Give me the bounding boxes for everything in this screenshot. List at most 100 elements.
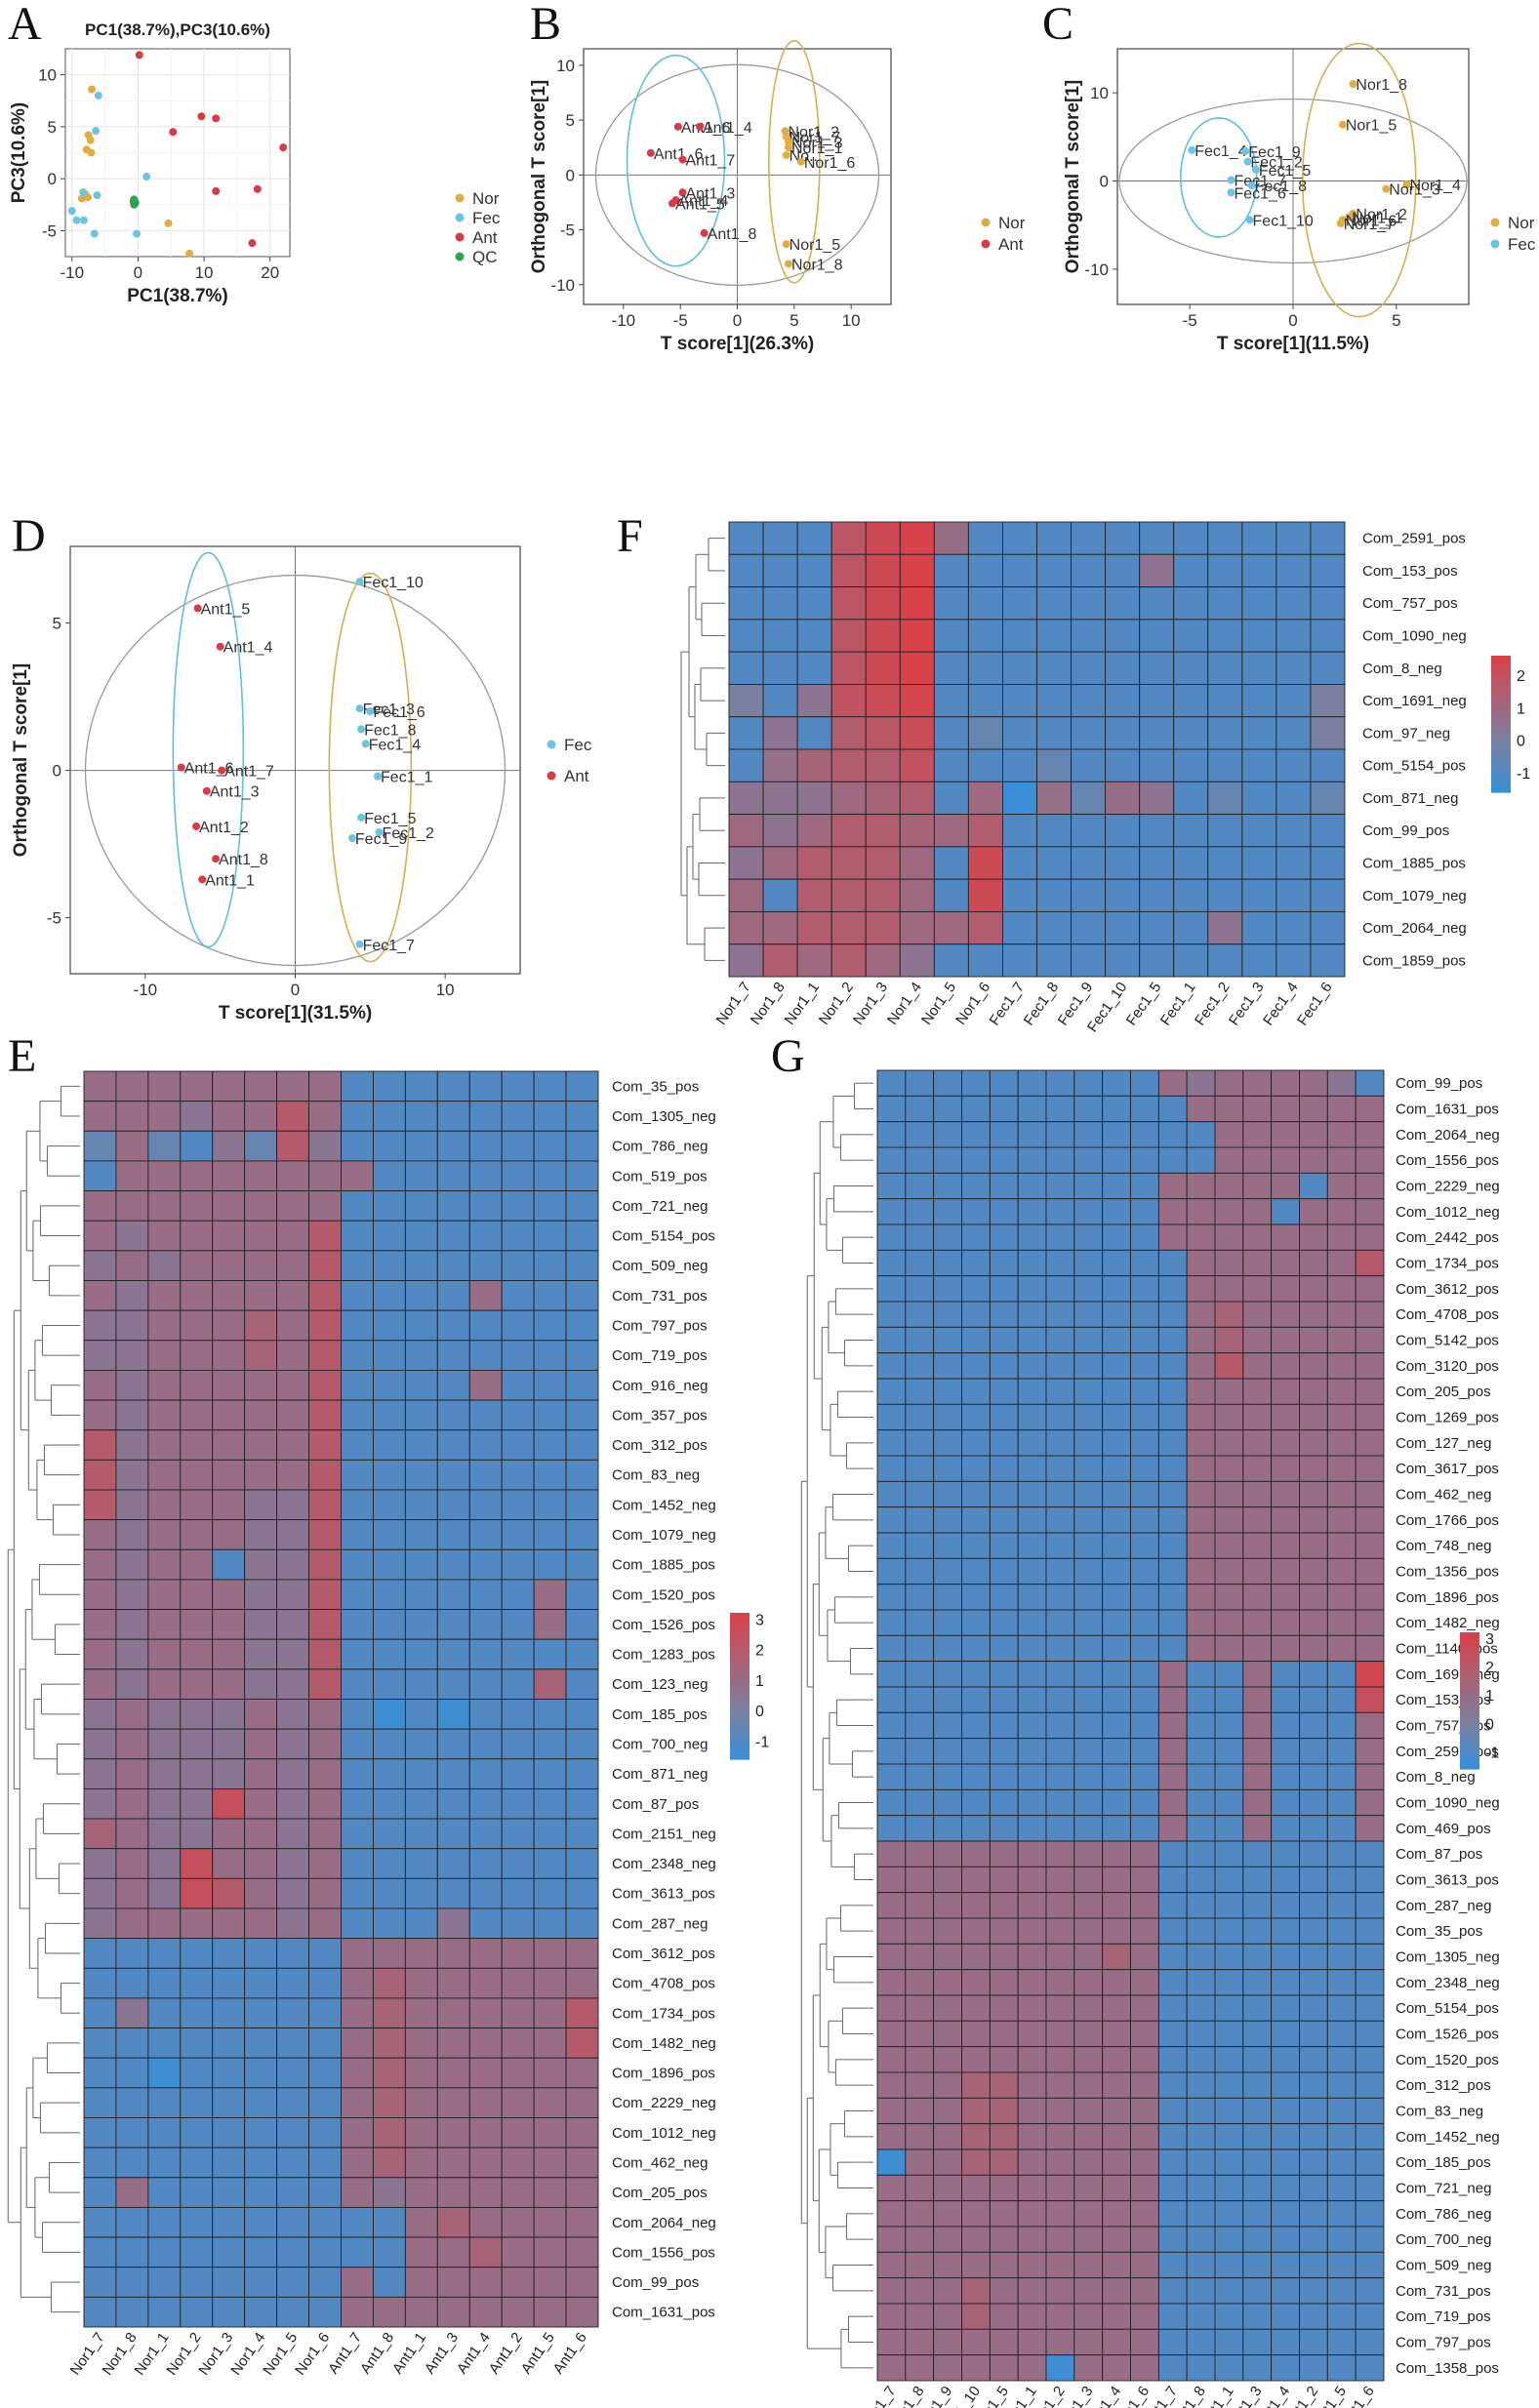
heat-cell [180, 2177, 214, 2208]
heat-cell [308, 2117, 342, 2148]
heat-cell [212, 1938, 246, 1969]
heat-cell [372, 1758, 406, 1789]
heat-cell [244, 1548, 278, 1581]
heat-cell [1310, 521, 1346, 555]
row-label: Com_5142_pos [1396, 1333, 1499, 1349]
colorbar-step [1491, 742, 1511, 747]
heat-cell [728, 651, 764, 685]
heat-cell [404, 1101, 438, 1132]
heat-cell [1299, 1557, 1328, 1585]
heat-cell [565, 1519, 599, 1550]
heat-cell [1214, 1840, 1244, 1867]
heat-cell [1017, 1249, 1047, 1277]
heat-cell [961, 1121, 991, 1148]
heat-cell [565, 1728, 599, 1760]
heat-cell [308, 1787, 342, 1820]
heat-cell [989, 1480, 1019, 1508]
heat-cell [989, 1634, 1019, 1663]
heat-cell [1045, 1866, 1075, 1894]
y-tick-label: 10 [1090, 84, 1109, 102]
heat-cell [967, 683, 1003, 718]
heat-cell [244, 1938, 278, 1969]
heat-cell [1130, 1686, 1159, 1713]
heat-cell [1073, 1095, 1104, 1123]
heat-cell [989, 1429, 1019, 1457]
heat-cell [1242, 1609, 1273, 1636]
heat-cell [933, 1506, 962, 1534]
heat-cell [905, 2251, 935, 2279]
heat-cell [961, 2174, 991, 2202]
heat-cell [1017, 2328, 1047, 2356]
heat-cell [1276, 586, 1312, 621]
colorbar-step [1491, 755, 1511, 761]
colorbar-tick: 3 [1485, 1631, 1494, 1648]
heat-cell [762, 716, 798, 750]
heat-cell [1001, 553, 1037, 588]
heat-cell [905, 1429, 935, 1457]
heat-cell [1130, 2148, 1159, 2176]
heat-cell [796, 910, 832, 945]
point-Nor [1382, 184, 1391, 193]
heat-cell [905, 1378, 935, 1405]
heat-cell [876, 1532, 907, 1559]
row-label: Com_1482_neg [612, 2035, 716, 2052]
heat-cell [830, 748, 867, 783]
heat-cell [1214, 1352, 1244, 1380]
heat-cell [212, 1818, 246, 1850]
heat-cell [83, 1699, 117, 1730]
legend-label-Nor: Nor [998, 214, 1026, 232]
heat-cell [1214, 1892, 1244, 1919]
heat-cell [1102, 1275, 1131, 1303]
heat-cell [436, 1130, 470, 1162]
heat-cell [728, 521, 764, 555]
heat-cell [341, 1340, 374, 1371]
heat-cell [1001, 943, 1037, 978]
heat-cell [1214, 1403, 1244, 1431]
heat-cell [1241, 748, 1277, 783]
heat-cell [1299, 2354, 1328, 2382]
point-Ant [212, 114, 221, 123]
heat-cell [276, 1848, 310, 1879]
legend-label-Fec: Fec [1508, 235, 1536, 254]
heat-cell [1207, 910, 1243, 945]
heat-cell [341, 1489, 374, 1521]
heat-cell [147, 1489, 182, 1521]
heat-cell [308, 1818, 342, 1850]
heat-cell [1139, 553, 1175, 588]
heat-cell [961, 2354, 991, 2382]
heat-cell [1130, 1815, 1159, 1842]
point-Fec [347, 834, 356, 843]
point-label: Nor1_7 [790, 130, 841, 146]
heat-cell [1326, 1686, 1357, 1713]
heat-cell [876, 1352, 907, 1380]
heat-cell [83, 1101, 117, 1132]
heat-cell [1105, 814, 1141, 848]
heat-cell [1299, 2277, 1328, 2305]
heat-cell [1242, 1969, 1273, 1996]
heat-cell [1214, 2174, 1244, 2202]
heat-cell [1157, 1815, 1188, 1842]
legend-key-Nor [455, 193, 465, 203]
row-label: Com_3120_pos [1396, 1358, 1499, 1375]
heat-cell [147, 1190, 182, 1222]
ellipse-group-1 [1301, 42, 1417, 318]
heat-cell [1271, 1943, 1300, 1971]
heat-cell [501, 1818, 535, 1850]
point-label: Ant1_3 [686, 185, 736, 202]
heat-cell [533, 1250, 567, 1281]
heat-cell [212, 1699, 246, 1730]
heat-cell [83, 1309, 117, 1342]
heat-cell [1157, 2251, 1188, 2279]
heat-cell [404, 1728, 438, 1760]
heat-cell [1299, 1506, 1328, 1534]
heat-cell [876, 1403, 907, 1431]
heat-cell [876, 1943, 907, 1971]
y-tick-label: 10 [38, 66, 57, 85]
heat-cell [404, 1220, 438, 1252]
heat-cell [1017, 1840, 1047, 1867]
heat-cell [1102, 1198, 1131, 1225]
heat-cell [1355, 1943, 1385, 1971]
heat-cell [115, 2117, 149, 2148]
heat-cell [565, 1429, 599, 1461]
point-Fec [79, 187, 88, 196]
